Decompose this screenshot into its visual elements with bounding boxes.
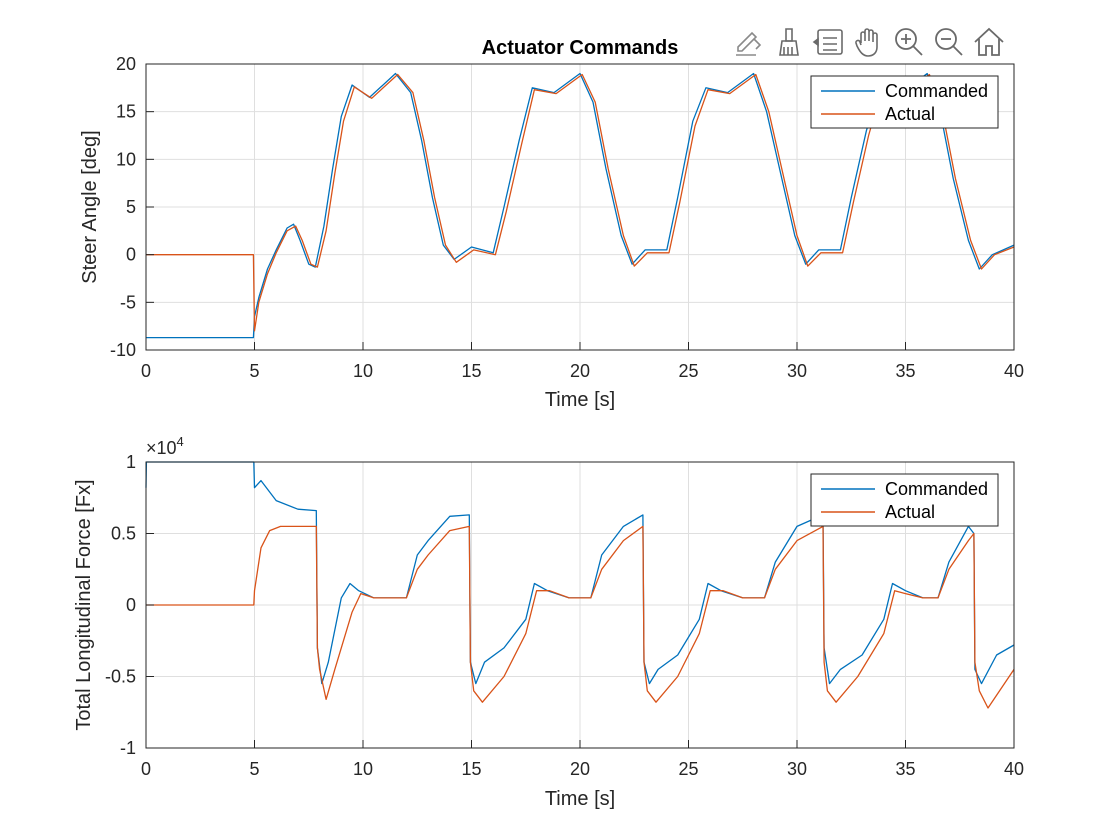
pan-hand-icon: [855, 28, 878, 57]
y-tick-label: -10: [110, 340, 136, 360]
x-tick-label: 20: [570, 759, 590, 779]
legend-label-commanded: Commanded: [885, 81, 988, 101]
steer-angle-ticks: 0 5 10 15 20 25 30 35 40 -10 -5 0 5 10 15 20: [110, 54, 1024, 381]
x-tick-label: 30: [787, 759, 807, 779]
series-line-commanded: [145, 461, 1015, 685]
zoom-out-icon: [935, 28, 963, 56]
legend-label-commanded: Commanded: [885, 479, 988, 499]
zoom-in-icon: [895, 28, 923, 56]
steer-angle-axes[interactable]: 0 5 10 15 20 25 30 35 40 -10 -5 0 5 10 15 20 Time [s] S…: [79, 54, 1024, 411]
data-tips-button[interactable]: [810, 22, 848, 62]
longitudinal-force-ticks: 0 5 10 15 20 25 30 35 40 -1 -0.5 0 0.5 1: [105, 452, 1024, 779]
y-tick-label: 5: [126, 197, 136, 217]
home-button[interactable]: [970, 22, 1008, 62]
longitudinal-force-series: [145, 461, 1015, 709]
y-tick-label: -1: [120, 738, 136, 758]
series-line-commanded: [146, 72, 1015, 339]
x-tick-label: 30: [787, 361, 807, 381]
zoom-out-button[interactable]: [930, 22, 968, 62]
legend-label-actual: Actual: [885, 502, 935, 522]
x-tick-label: 25: [678, 759, 698, 779]
y-tick-label: 15: [116, 102, 136, 122]
y-tick-label: 0.5: [111, 524, 136, 544]
y-exponent-base: ×10: [146, 438, 177, 458]
x-tick-label: 5: [249, 759, 259, 779]
steer-angle-ylabel: Steer Angle [deg]: [79, 130, 101, 283]
x-tick-label: 25: [678, 361, 698, 381]
edit-plot-icon: [736, 31, 762, 56]
steer-angle-xlabel: Time [s]: [545, 389, 615, 411]
y-tick-label: 0: [126, 245, 136, 265]
x-tick-label: 5: [249, 361, 259, 381]
legend-box: [810, 473, 999, 527]
y-tick-label: 20: [116, 54, 136, 74]
brush-button[interactable]: [770, 22, 808, 62]
longitudinal-force-axes[interactable]: 0 5 10 15 20 25 30 35 40 -1 -0.5 0 0.5 1 Time [s] Tot…: [73, 434, 1024, 810]
x-tick-label: 35: [895, 759, 915, 779]
data-tips-icon: [812, 29, 843, 55]
x-tick-label: 40: [1004, 759, 1024, 779]
home-icon: [974, 27, 1004, 56]
y-exponent-label: ×104: [146, 434, 184, 458]
longitudinal-force-legend[interactable]: Commanded Actual: [810, 473, 999, 527]
series-line-actual: [146, 525, 1015, 709]
y-tick-label: 10: [116, 149, 136, 169]
y-tick-label: -0.5: [105, 667, 136, 687]
y-tick-label: -5: [120, 292, 136, 312]
x-tick-label: 10: [353, 759, 373, 779]
zoom-in-button[interactable]: [890, 22, 928, 62]
x-tick-label: 0: [141, 361, 151, 381]
longitudinal-force-xlabel: Time [s]: [545, 788, 615, 810]
x-tick-label: 40: [1004, 361, 1024, 381]
brush-icon: [779, 28, 799, 56]
x-tick-label: 0: [141, 759, 151, 779]
figure-title: Actuator Commands: [482, 37, 679, 59]
y-exponent-power: 4: [177, 434, 184, 449]
steer-angle-legend[interactable]: Commanded Actual: [810, 75, 999, 129]
legend-box: [810, 75, 999, 129]
steer-angle-series: [146, 72, 1015, 339]
series-line-actual: [146, 73, 1015, 332]
edit-plot-button[interactable]: [730, 22, 768, 62]
legend-label-actual: Actual: [885, 104, 935, 124]
axes-toolbar: [730, 20, 1008, 64]
y-tick-label: 0: [126, 595, 136, 615]
x-tick-label: 10: [353, 361, 373, 381]
y-tick-label: 1: [126, 452, 136, 472]
x-tick-label: 15: [461, 361, 481, 381]
x-tick-label: 35: [895, 361, 915, 381]
longitudinal-force-ylabel: Total Longitudinal Force [Fx]: [73, 479, 95, 730]
pan-button[interactable]: [850, 22, 888, 62]
x-tick-label: 15: [461, 759, 481, 779]
x-tick-label: 20: [570, 361, 590, 381]
